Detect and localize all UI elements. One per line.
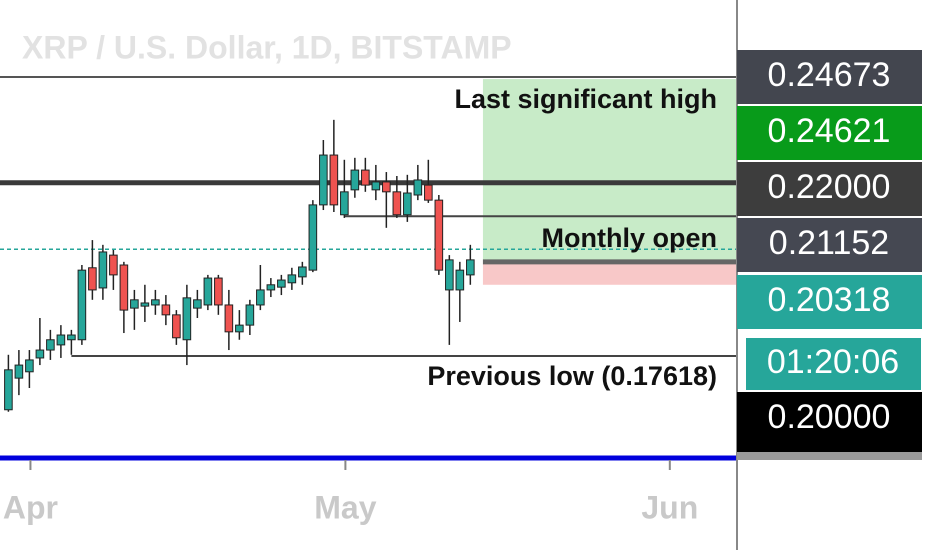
candle-body [224, 304, 234, 333]
candle-body [109, 254, 118, 276]
x-tick-label: Apr [3, 489, 58, 525]
candle-body [392, 191, 402, 216]
countdown: 01:20:06 [767, 343, 899, 381]
candle-body [371, 181, 381, 191]
candle-body [361, 169, 370, 186]
price-tag [737, 275, 922, 329]
candle-body [214, 277, 223, 306]
profit-zone [482, 79, 737, 262]
annotation: Previous low (0.17618) [427, 361, 717, 391]
candle-body [193, 299, 202, 309]
candle-body [350, 169, 360, 191]
price-tags: 0.24673 0.24621 0.22000 0.21152 0.20318 0.200… [737, 50, 922, 452]
candle-body [25, 359, 34, 373]
x-tick-label: Jun [641, 489, 698, 525]
candle-body [466, 259, 475, 276]
plot-area [0, 76, 737, 470]
countdown-box [744, 336, 923, 392]
candle-body [413, 179, 423, 196]
candle-body [88, 267, 97, 291]
candle-body [403, 192, 412, 216]
price-tag [737, 218, 922, 272]
candle-body [4, 369, 13, 411]
candle-body [298, 266, 307, 278]
candle-body [98, 251, 108, 289]
price-tag [737, 162, 922, 216]
candle-body [182, 297, 192, 341]
candle-body [319, 154, 328, 206]
candle-body [445, 259, 454, 291]
candle-body [434, 199, 444, 271]
price-tag [737, 50, 922, 104]
candle-body [56, 334, 66, 346]
candle-body [172, 314, 181, 339]
candle-body [161, 304, 171, 316]
price-tag [737, 392, 922, 452]
candle-body [424, 184, 433, 201]
candle-body [77, 269, 87, 341]
candle-body [14, 364, 24, 379]
candle-body [287, 274, 297, 284]
price-tag [737, 106, 922, 160]
candle-body [119, 264, 129, 311]
candle-body [340, 191, 349, 216]
candle-body [455, 269, 465, 291]
candle-body [151, 299, 160, 306]
candle-body [308, 204, 318, 271]
candle-body [256, 289, 265, 306]
loss-zone [482, 261, 737, 285]
candle-body [140, 302, 150, 307]
candle-body [245, 304, 255, 326]
candle-body [67, 334, 76, 341]
price-tag-label: 0.20000 [768, 398, 891, 436]
candle-body [382, 181, 391, 193]
x-tick-label: May [314, 489, 376, 525]
annotation: Monthly open [542, 223, 717, 253]
price-tag-label: 0.22000 [768, 168, 891, 206]
candle-body [277, 279, 286, 288]
candle-body [203, 277, 213, 306]
candle-body [235, 324, 244, 333]
candle-body [46, 339, 55, 351]
axis-band [737, 450, 922, 460]
price-tag-label: 0.20318 [768, 281, 891, 319]
candle-body [329, 154, 339, 206]
price-tag-label: 0.24621 [768, 112, 891, 150]
price-tag-label: 0.24673 [768, 56, 891, 94]
candle-body [35, 349, 45, 359]
annotation: Last significant high [454, 84, 717, 114]
candle-body [266, 284, 276, 291]
candle-body [130, 299, 139, 309]
chart-title: XRP / U.S. Dollar, 1D, BITSTAMP [22, 29, 512, 65]
price-tag-label: 0.21152 [769, 224, 889, 262]
